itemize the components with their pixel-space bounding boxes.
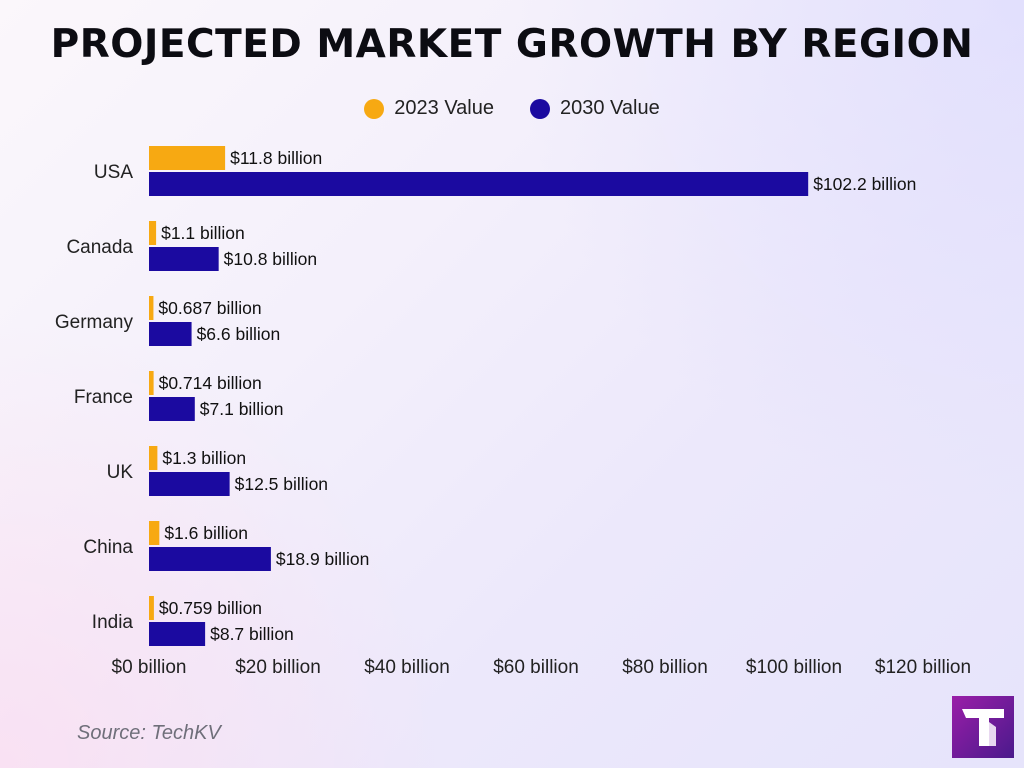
data-label-2030: $7.1 billion xyxy=(200,399,284,419)
data-label-2023: $0.687 billion xyxy=(158,298,261,318)
data-label-2030: $10.8 billion xyxy=(224,249,317,269)
category-label: China xyxy=(83,537,133,558)
bar-2023 xyxy=(149,446,158,470)
source-note: Source: TechKV xyxy=(77,722,221,744)
bar-2030 xyxy=(149,547,271,571)
legend-swatch-2030 xyxy=(530,98,550,119)
data-label-2030: $12.5 billion xyxy=(235,474,328,494)
data-label-2023: $1.1 billion xyxy=(161,223,245,243)
chart-title: PROJECTED MARKET GROWTH BY REGION xyxy=(50,22,974,67)
bar-2023 xyxy=(149,296,154,320)
x-tick-label: $0 billion xyxy=(112,657,187,678)
data-label-2023: $0.759 billion xyxy=(159,598,262,618)
bar-2030 xyxy=(149,322,192,346)
data-label-2023: $1.6 billion xyxy=(164,523,248,543)
legend-label-2023: 2023 Value xyxy=(394,97,494,119)
bar-2023 xyxy=(149,596,154,620)
legend-item-2030: 2030 Value xyxy=(530,97,660,120)
x-tick-label: $80 billion xyxy=(622,657,708,678)
bar-2023 xyxy=(149,221,157,245)
bar-2030 xyxy=(149,397,195,421)
data-label-2023: $11.8 billion xyxy=(230,148,322,168)
category-label: Germany xyxy=(55,312,134,333)
data-label-2023: $0.714 billion xyxy=(159,373,262,393)
data-label-2030: $102.2 billion xyxy=(813,174,916,194)
data-label-2030: $6.6 billion xyxy=(197,324,281,344)
x-tick-label: $100 billion xyxy=(746,657,842,678)
x-tick-label: $20 billion xyxy=(235,657,321,678)
category-label: Canada xyxy=(66,237,133,258)
category-label: UK xyxy=(107,462,134,483)
bar-2030 xyxy=(149,472,230,496)
category-label: USA xyxy=(94,162,133,183)
data-label-2023: $1.3 billion xyxy=(162,448,246,468)
legend-label-2030: 2030 Value xyxy=(560,97,660,119)
data-label-2030: $8.7 billion xyxy=(210,624,294,644)
x-tick-label: $120 billion xyxy=(875,657,971,678)
bar-2030 xyxy=(149,247,219,271)
category-label: France xyxy=(74,387,133,408)
bar-2023 xyxy=(149,521,160,545)
bar-2023 xyxy=(149,146,226,170)
bar-2030 xyxy=(149,172,809,196)
x-tick-label: $40 billion xyxy=(364,657,450,678)
bar-2023 xyxy=(149,371,154,395)
chart-legend: 2023 Value 2030 Value xyxy=(0,97,1024,120)
bar-2030 xyxy=(149,622,206,646)
legend-swatch-2023 xyxy=(364,98,385,119)
data-label-2030: $18.9 billion xyxy=(276,549,369,569)
category-label: India xyxy=(92,612,134,633)
techkv-logo-icon xyxy=(952,696,1014,758)
legend-item-2023: 2023 Value xyxy=(364,97,494,120)
x-tick-label: $60 billion xyxy=(493,657,579,678)
